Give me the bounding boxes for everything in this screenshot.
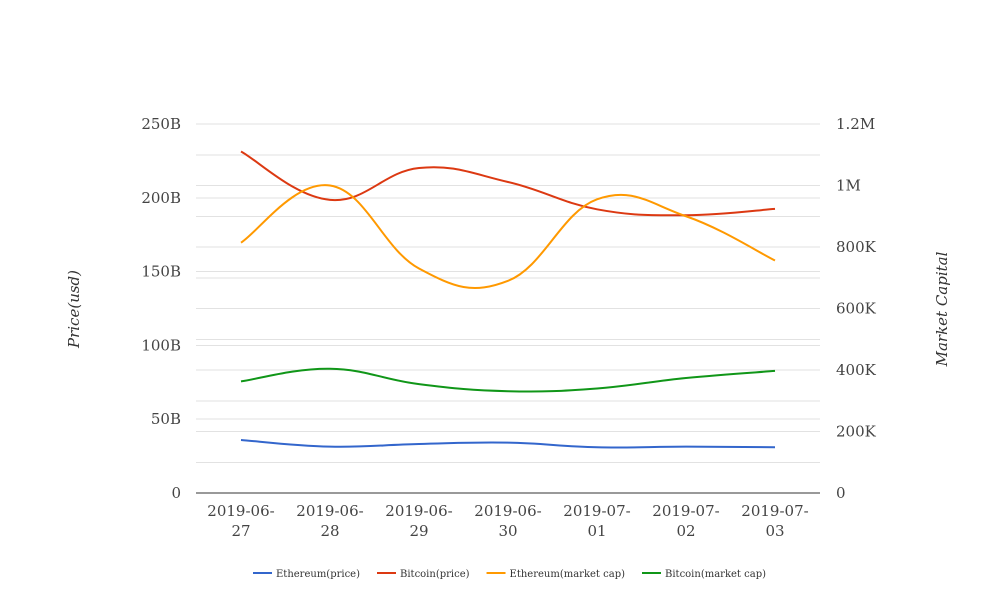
x-axis-tick-label: 2019-07-03	[741, 502, 808, 540]
right-axis-ticks: 0 200K 400K 600K 800K 1M 1.2M	[836, 115, 877, 502]
series-line-bitcoin-market-cap	[240, 367, 776, 393]
legend-item-ethereum-price[interactable]: Ethereum(price)	[253, 569, 360, 580]
right-axis-tick-label: 600K	[836, 300, 877, 318]
x-axis-tick-label: 2019-06-27	[207, 502, 274, 540]
x-axis-ticks: 2019-06-27 2019-06-28 2019-06-29 2019-06-30…	[207, 502, 808, 540]
right-axis-title: Market Capital	[933, 251, 951, 367]
left-axis-tick-label: 250B	[141, 115, 181, 133]
legend-label: Ethereum(price)	[276, 569, 360, 580]
series-line-ethereum-price	[240, 439, 776, 449]
x-axis-tick-label: 2019-06-29	[385, 502, 452, 540]
x-axis-tick-label: 2019-06-30	[474, 502, 541, 540]
left-axis-tick-label: 100B	[141, 336, 181, 354]
series-line-bitcoin-price	[240, 150, 776, 217]
legend-item-ethereum-market-cap[interactable]: Ethereum(market cap)	[486, 569, 626, 580]
legend-item-bitcoin-price[interactable]: Bitcoin(price)	[377, 569, 470, 580]
left-axis-title: Price(usd)	[65, 270, 83, 349]
left-axis-tick-label: 200B	[141, 189, 181, 207]
legend-label: Ethereum(market cap)	[510, 569, 626, 580]
legend-label: Bitcoin(price)	[400, 569, 470, 580]
right-axis-tick-label: 1M	[836, 177, 861, 195]
right-axis-tick-label: 800K	[836, 238, 877, 256]
right-axis-tick-label: 0	[836, 484, 846, 502]
left-axis-tick-label: 50B	[151, 410, 181, 428]
right-axis-tick-label: 400K	[836, 361, 877, 379]
legend: Ethereum(price) Bitcoin(price) Ethereum(ma…	[253, 569, 766, 580]
x-axis-tick-label: 2019-07-01	[563, 502, 630, 540]
legend-label: Bitcoin(market cap)	[665, 569, 766, 580]
left-axis-tick-label: 0	[171, 484, 181, 502]
right-axis-tick-label: 1.2M	[836, 115, 875, 133]
x-axis-tick-label: 2019-06-28	[296, 502, 363, 540]
series-lines	[240, 150, 776, 449]
series-line-ethereum-market-cap	[240, 184, 776, 289]
left-axis-tick-label: 150B	[141, 263, 181, 281]
gridlines	[196, 123, 820, 463]
legend-item-bitcoin-market-cap[interactable]: Bitcoin(market cap)	[642, 569, 766, 580]
right-axis-tick-label: 200K	[836, 423, 877, 441]
x-axis-tick-label: 2019-07-02	[652, 502, 719, 540]
left-axis-ticks: 0 50B 100B 150B 200B 250B	[141, 115, 181, 502]
